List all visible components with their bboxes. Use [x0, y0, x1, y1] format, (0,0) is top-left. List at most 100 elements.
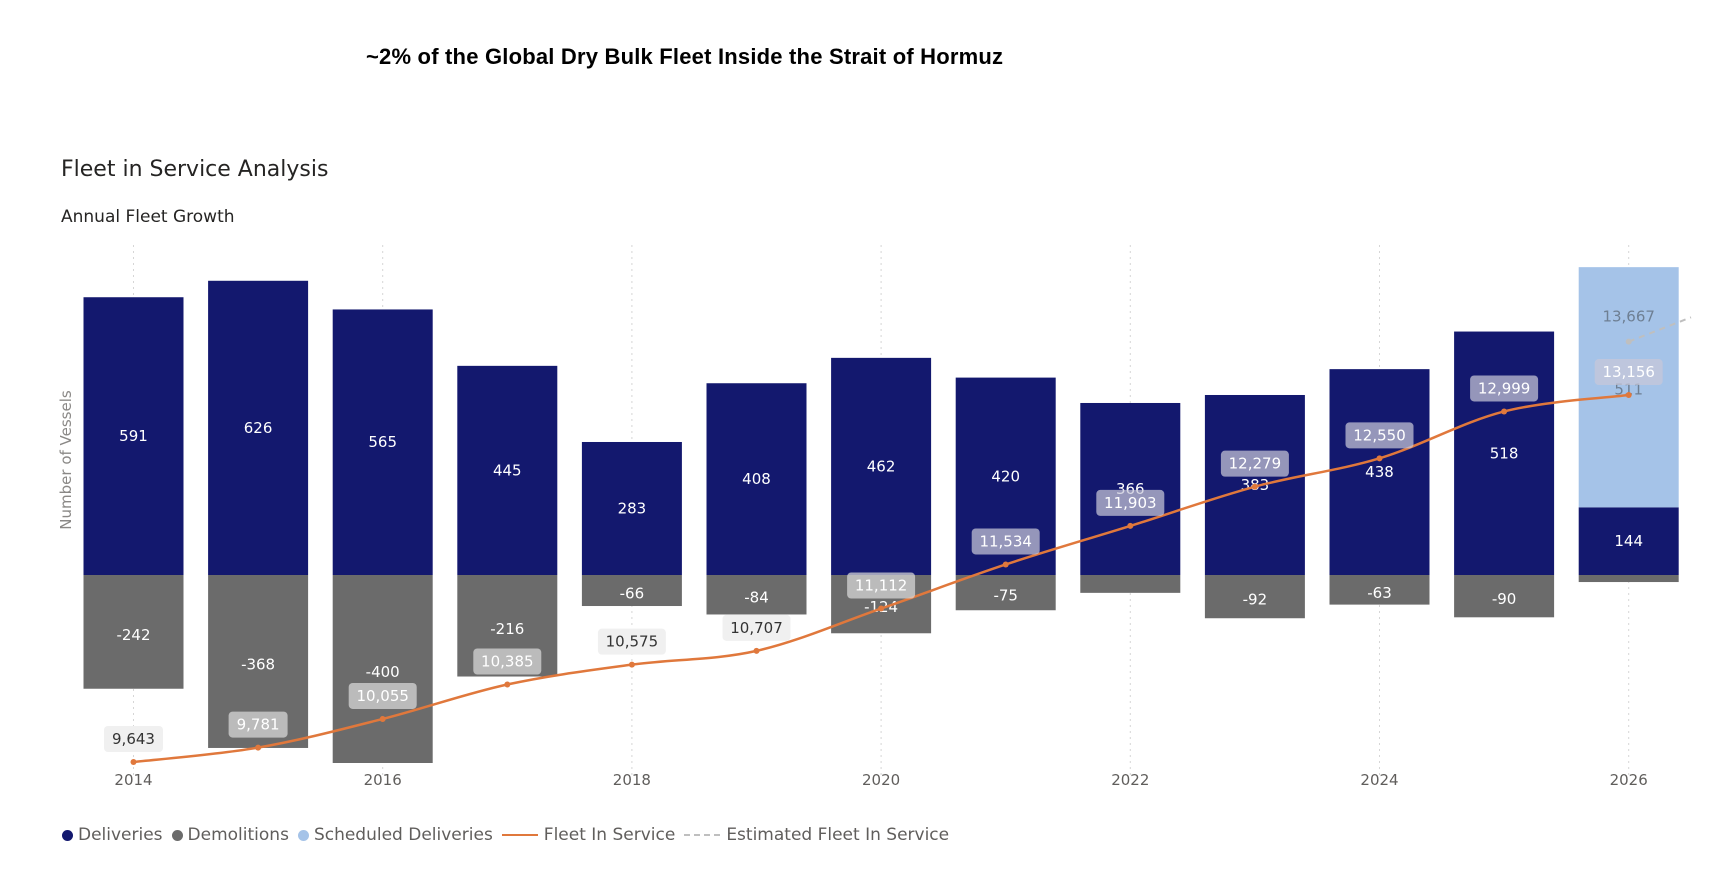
fleet-in-service-label: 10,575	[606, 633, 659, 651]
deliveries-label: 591	[119, 427, 148, 445]
bar-scheduled-deliveries	[1578, 267, 1679, 508]
x-tick-label: 2022	[1111, 771, 1149, 789]
bar-demolitions	[83, 575, 184, 689]
bar-deliveries	[457, 365, 558, 575]
headline: ~2% of the Global Dry Bulk Fleet Inside …	[366, 44, 1004, 69]
fleet-in-service-label-bg	[1096, 489, 1165, 516]
bar-demolitions	[1329, 575, 1430, 605]
bar-demolitions	[581, 575, 682, 607]
demolitions-label: -90	[1492, 590, 1517, 608]
bar-demolitions	[1080, 575, 1181, 593]
solid-line-icon	[501, 834, 538, 836]
deliveries-label: 438	[1365, 463, 1394, 481]
demolitions-label: -216	[490, 620, 524, 638]
bar-deliveries	[706, 383, 807, 575]
demolitions-label: -63	[1367, 584, 1392, 602]
bar-demolitions	[706, 575, 807, 615]
bar-deliveries	[208, 280, 309, 575]
deliveries-label: 626	[244, 419, 273, 437]
demolitions-label: -242	[116, 626, 150, 644]
fleet-in-service-point	[628, 661, 635, 668]
legend-label: Scheduled Deliveries	[313, 825, 493, 845]
chart-subtitle: Annual Fleet Growth	[61, 207, 235, 227]
deliveries-label: 445	[493, 461, 522, 479]
fleet-in-service-point	[753, 647, 760, 654]
fleet-in-service-point	[1127, 522, 1134, 529]
fleet-in-service-point	[1376, 455, 1383, 462]
estimated-fleet-label: 13,667	[1602, 308, 1655, 326]
deliveries-label: 518	[1490, 444, 1519, 462]
fleet-in-service-label-bg	[722, 614, 791, 641]
demolitions-label: -400	[366, 663, 400, 681]
bar-deliveries	[1329, 369, 1430, 575]
fleet-in-service-label: 11,903	[1104, 494, 1157, 512]
bar-deliveries	[332, 309, 433, 575]
deliveries-label: 408	[742, 470, 771, 488]
legend-label: Deliveries	[78, 825, 163, 845]
bar-demolitions	[955, 575, 1056, 611]
bar-deliveries	[1080, 402, 1181, 575]
deliveries-label: 462	[867, 457, 896, 475]
demolitions-dot-icon	[171, 829, 183, 841]
bar-deliveries	[1454, 331, 1555, 575]
x-tick-label: 2026	[1610, 771, 1648, 789]
fleet-in-service-label: 10,055	[356, 687, 409, 705]
y-axis-label: Number of Vessels	[57, 390, 75, 530]
fleet-in-service-label-bg	[104, 726, 163, 752]
fleet-in-service-label: 9,781	[237, 716, 280, 734]
bar-deliveries	[831, 357, 932, 575]
x-tick-label: 2018	[613, 771, 651, 789]
bar-deliveries	[581, 441, 682, 575]
estimated-fleet-point	[1625, 338, 1632, 345]
fleet-in-service-label: 11,112	[855, 577, 908, 595]
fleet-in-service-label-bg	[1594, 359, 1663, 386]
demolitions-label: -66	[620, 585, 645, 603]
x-tick-label: 2024	[1360, 771, 1398, 789]
demolitions-label: -368	[241, 655, 275, 673]
legend-label: Demolitions	[187, 825, 289, 845]
fleet-in-service-label-bg	[1220, 450, 1289, 477]
demolitions-label: -92	[1243, 591, 1268, 609]
fleet-in-service-point	[1625, 392, 1632, 399]
x-tick-label: 2020	[862, 771, 900, 789]
fleet-in-service-label-bg	[847, 572, 916, 599]
fleet-in-service-point	[130, 759, 137, 765]
fleet-in-service-label-bg	[1470, 375, 1539, 402]
fleet-in-service-point	[1002, 561, 1009, 568]
legend-item-fleet-in-service[interactable]: Fleet In Service	[501, 825, 676, 845]
bar-deliveries	[1578, 507, 1679, 575]
fleet-in-service-label-bg	[473, 648, 542, 675]
fleet-in-service-label-bg	[597, 628, 666, 655]
fleet-in-service-label: 10,707	[730, 619, 783, 637]
fleet-in-service-label-bg	[348, 682, 417, 709]
legend-label: Fleet In Service	[543, 825, 676, 845]
fleet-in-service-point	[379, 715, 386, 722]
deliveries-label: 144	[1614, 532, 1643, 550]
deliveries-label: 283	[618, 499, 647, 517]
fleet-in-service-label: 11,534	[979, 532, 1032, 550]
bar-demolitions	[1204, 575, 1305, 619]
fleet-in-service-label: 12,999	[1478, 379, 1531, 397]
fleet-in-service-label: 12,550	[1353, 426, 1406, 444]
legend-item-scheduled-deliveries[interactable]: Scheduled Deliveries	[297, 825, 493, 845]
demolitions-label: -84	[744, 589, 769, 607]
deliveries-label: 420	[991, 467, 1020, 485]
legend-label: Estimated Fleet In Service	[726, 825, 950, 845]
fleet-in-service-label-bg	[228, 711, 288, 738]
scheduled-dot-icon	[297, 829, 309, 841]
chart-title: Fleet in Service Analysis	[61, 157, 329, 182]
deliveries-label: 565	[368, 433, 397, 451]
legend-item-demolitions[interactable]: Demolitions	[171, 825, 289, 845]
fleet-in-service-point	[1251, 483, 1258, 490]
fleet-in-service-label: 10,385	[481, 652, 534, 670]
fleet-in-service-point	[255, 744, 262, 751]
legend-item-estimated-fleet-in-service[interactable]: Estimated Fleet In Service	[684, 825, 949, 845]
fleet-in-service-label: 12,279	[1229, 455, 1282, 473]
fleet-in-service-point	[504, 681, 511, 688]
bar-demolitions	[332, 575, 433, 763]
fleet-in-service-label: 9,643	[112, 730, 155, 748]
x-tick-label: 2014	[114, 771, 152, 789]
legend-item-deliveries[interactable]: Deliveries	[62, 825, 163, 845]
bar-demolitions	[1454, 575, 1555, 618]
